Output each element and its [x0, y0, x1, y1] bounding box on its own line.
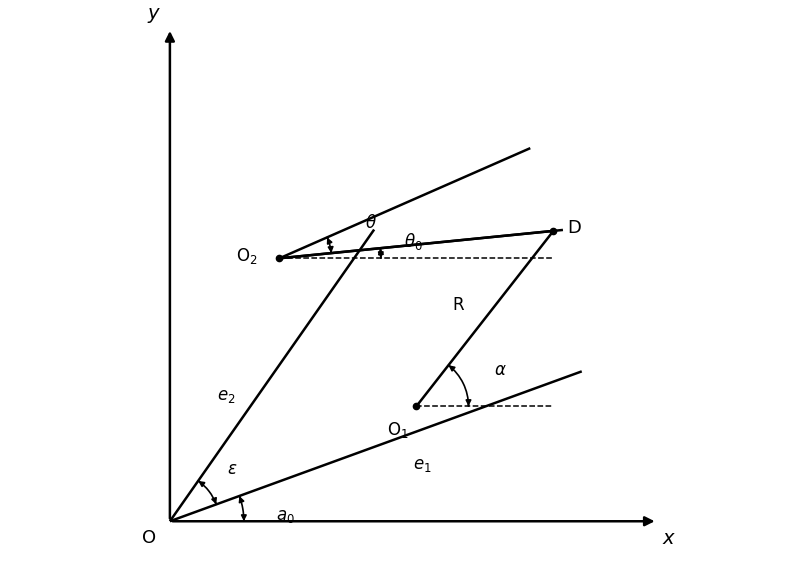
Text: $\theta_0$: $\theta_0$	[404, 231, 423, 252]
Text: R: R	[453, 296, 464, 314]
Text: x: x	[663, 530, 674, 549]
Text: $e_1$: $e_1$	[413, 456, 431, 474]
Text: $\alpha$: $\alpha$	[494, 361, 506, 379]
Text: O$_2$: O$_2$	[236, 246, 258, 265]
Text: $a_0$: $a_0$	[277, 507, 295, 525]
Text: $e_2$: $e_2$	[218, 387, 236, 404]
Text: y: y	[147, 4, 159, 22]
Text: O: O	[142, 530, 156, 548]
Text: O$_1$: O$_1$	[386, 420, 408, 440]
Text: $\theta$: $\theta$	[366, 214, 378, 232]
Text: $\varepsilon$: $\varepsilon$	[226, 459, 237, 478]
Text: D: D	[567, 219, 581, 237]
